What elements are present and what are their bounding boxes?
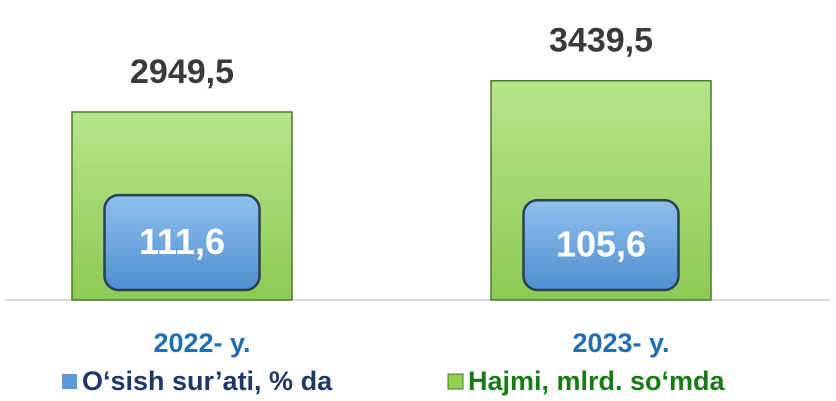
growth-bar [522, 198, 680, 292]
volume-label: 3439,5 [549, 22, 653, 60]
category-label: 2023- y. [572, 328, 669, 358]
legend-swatch [62, 374, 77, 389]
legend-label: Hajmi, mlrd. so‘mda [468, 366, 726, 396]
volume-label: 2949,5 [130, 53, 234, 91]
legend-label: O‘sish sur’ati, % da [82, 366, 333, 396]
category-label: 2022- y. [153, 328, 250, 358]
growth-bar [103, 193, 261, 292]
growth-label: 111,6 [139, 221, 225, 262]
growth-label: 105,6 [556, 224, 646, 265]
legend-swatch [447, 373, 464, 390]
